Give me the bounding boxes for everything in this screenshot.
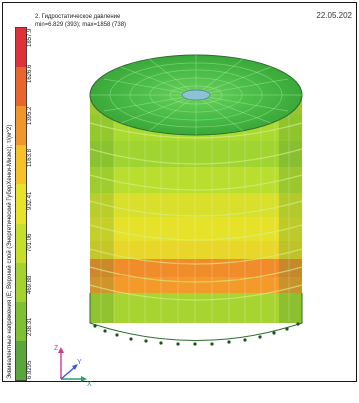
legend-seg: [16, 184, 26, 224]
axis-z-label: Z: [54, 345, 59, 352]
load-title-line2: min=6.829 (393); max=1858 (738): [35, 22, 127, 28]
legend-seg: [16, 301, 26, 341]
shell-bands: [90, 95, 302, 323]
shell-ring-lines: [89, 122, 303, 301]
load-title-line1: 2. Гидростатическое давление: [35, 14, 121, 20]
legend-seg: [16, 67, 26, 107]
viewport-frame: 22.05.202 2. Гидростатическое давление m…: [2, 2, 357, 387]
legend-seg: [16, 262, 26, 302]
legend-seg: [16, 223, 26, 263]
axis-triad: Z Y X: [54, 345, 92, 387]
legend-seg: [16, 28, 26, 68]
tank-model: [89, 54, 303, 346]
shell-panel-lines: [100, 103, 290, 342]
date-label: 22.05.202: [316, 11, 352, 20]
axis-y-label: Y: [77, 359, 82, 366]
legend-color-bar: [15, 27, 27, 381]
load-title: 2. Гидростатическое давление min=6.829 (…: [35, 13, 126, 29]
support-nodes: [93, 322, 300, 346]
legend-seg: [16, 106, 26, 146]
legend-seg: [16, 145, 26, 185]
axis-x-label: X: [87, 381, 92, 387]
legend-seg: [16, 340, 26, 380]
roof-hatch: [181, 89, 211, 101]
